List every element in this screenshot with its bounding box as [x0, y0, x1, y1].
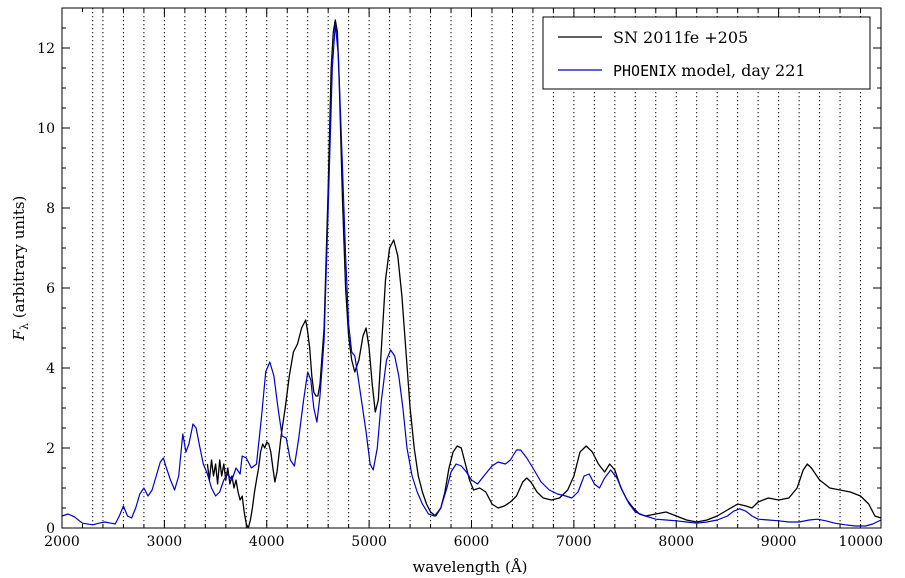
- y-tick-label: 8: [46, 201, 55, 217]
- x-tick-label: 9000: [761, 534, 797, 550]
- y-axis-label-rest: (arbitrary units): [10, 196, 28, 323]
- legend-label-phoenix: PHOENIX model, day 221: [613, 61, 806, 80]
- legend-label-phoenix-mono: PHOENIX: [613, 62, 676, 80]
- x-tick-label: 3000: [147, 534, 183, 550]
- x-tick-label: 7000: [556, 534, 592, 550]
- x-tick-label: 8000: [658, 534, 694, 550]
- legend-label-phoenix-rest: model, day 221: [676, 61, 805, 80]
- y-tick-label: 4: [46, 361, 55, 377]
- legend-label-sn2011fe: SN 2011fe +205: [613, 28, 748, 47]
- y-tick-label: 0: [46, 521, 55, 537]
- y-tick-label: 6: [46, 281, 55, 297]
- vertical-dotted-lines: [92, 8, 862, 528]
- legend-box: [542, 16, 871, 90]
- x-tick-label: 2000: [44, 534, 80, 550]
- y-tick-label: 10: [37, 121, 55, 137]
- x-tick-label: 10000: [838, 534, 883, 550]
- y-axis-label-sub: λ: [18, 323, 31, 330]
- x-tick-label: 5000: [351, 534, 387, 550]
- series-line-sn2011fe: [206, 19, 882, 529]
- axes: 2000 3000 4000 5000 6000 7000 8000 9000 10000 0 2 4…: [37, 7, 883, 550]
- x-axis-label: wavelength (Å): [412, 558, 527, 576]
- y-axis-label: Fλ (arbitrary units): [10, 196, 31, 342]
- series-layer: [61, 19, 882, 529]
- y-axis-label-main: F: [10, 329, 28, 341]
- legend: SN 2011fe +205 PHOENIX model, day 221: [542, 16, 871, 90]
- y-tick-label: 2: [46, 441, 55, 457]
- x-tick-label: 4000: [249, 534, 285, 550]
- y-tick-label: 12: [37, 41, 55, 57]
- series-line-phoenix: [61, 23, 882, 527]
- x-tick-label: 6000: [454, 534, 490, 550]
